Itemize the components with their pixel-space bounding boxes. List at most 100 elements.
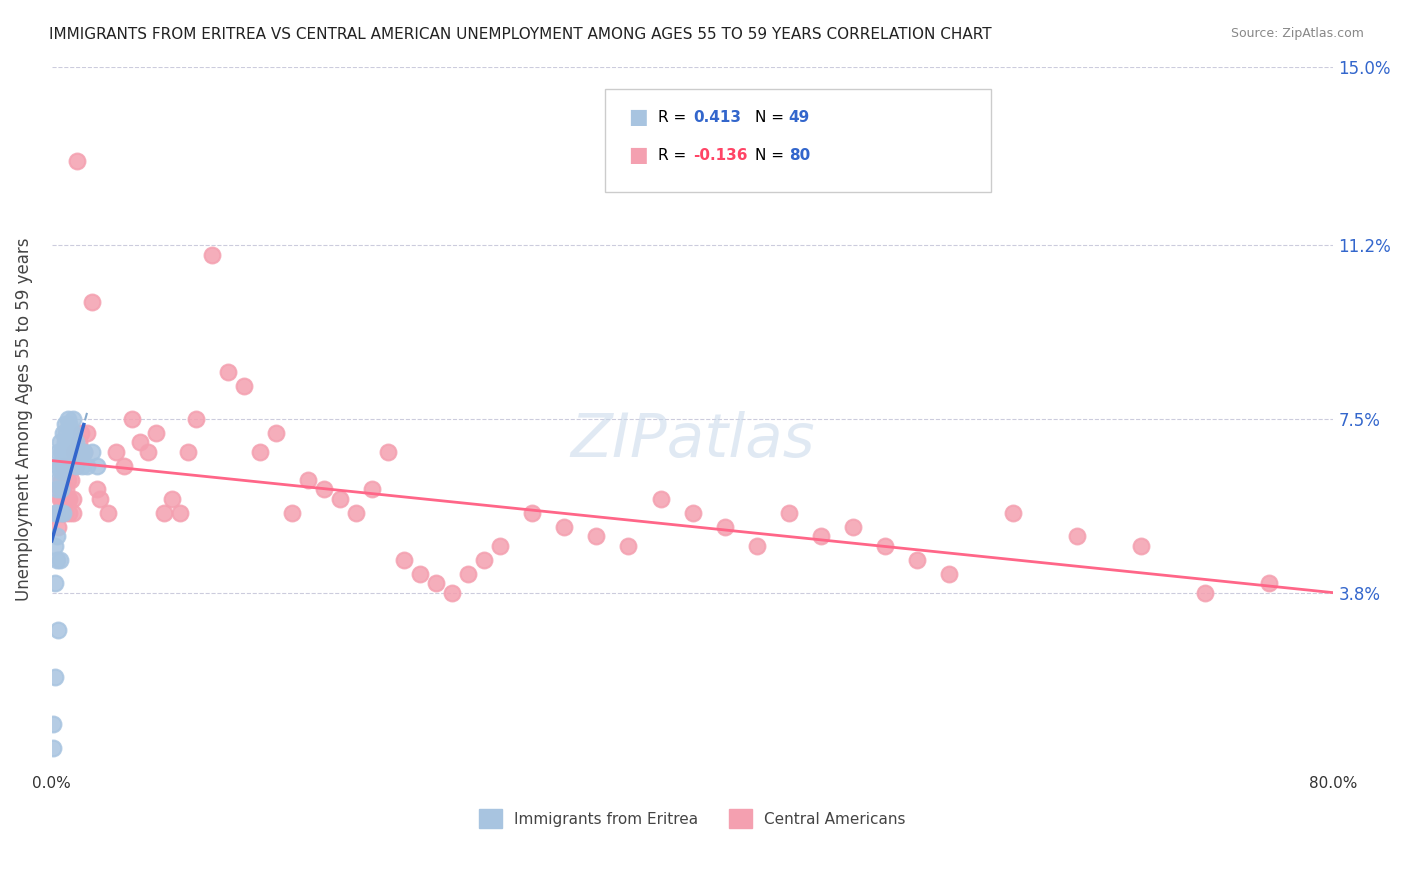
Point — [682, 506, 704, 520]
Point — [76, 426, 98, 441]
Point — [51, 506, 73, 520]
Point — [45, 506, 67, 520]
Point — [49, 435, 72, 450]
Point — [86, 458, 108, 473]
Text: N =: N = — [755, 148, 789, 163]
Point — [136, 445, 159, 459]
Point — [522, 506, 544, 520]
Text: -0.136: -0.136 — [693, 148, 748, 163]
Point — [65, 458, 87, 473]
Y-axis label: Unemployment Among Ages 55 to 59 years: Unemployment Among Ages 55 to 59 years — [15, 237, 32, 600]
Point — [153, 506, 176, 520]
Point — [46, 624, 69, 638]
Point — [49, 483, 72, 497]
Point — [42, 717, 65, 731]
Point — [392, 553, 415, 567]
Point — [169, 506, 191, 520]
Point — [45, 529, 67, 543]
Text: IMMIGRANTS FROM ERITREA VS CENTRAL AMERICAN UNEMPLOYMENT AMONG AGES 55 TO 59 YEA: IMMIGRANTS FROM ERITREA VS CENTRAL AMERI… — [49, 27, 991, 42]
Point — [329, 491, 352, 506]
Point — [617, 539, 640, 553]
Point — [52, 445, 75, 459]
Point — [46, 445, 69, 459]
Point — [53, 491, 76, 506]
Point — [145, 426, 167, 441]
Text: 80: 80 — [789, 148, 810, 163]
Point — [62, 445, 84, 459]
Point — [51, 491, 73, 506]
Point — [44, 506, 66, 520]
Point — [80, 294, 103, 309]
Point — [58, 491, 80, 506]
Point — [650, 491, 672, 506]
Text: Source: ZipAtlas.com: Source: ZipAtlas.com — [1230, 27, 1364, 40]
Point — [49, 553, 72, 567]
Point — [51, 445, 73, 459]
Point — [53, 435, 76, 450]
Point — [1130, 539, 1153, 553]
Point — [97, 506, 120, 520]
Point — [314, 483, 336, 497]
Point — [44, 576, 66, 591]
Point — [52, 506, 75, 520]
Point — [52, 483, 75, 497]
Point — [49, 458, 72, 473]
Point — [73, 445, 96, 459]
Point — [53, 506, 76, 520]
Point — [46, 520, 69, 534]
Point — [65, 435, 87, 450]
Point — [51, 473, 73, 487]
Point — [281, 506, 304, 520]
Point — [45, 506, 67, 520]
Point — [73, 445, 96, 459]
Text: ■: ■ — [628, 107, 648, 127]
Point — [51, 464, 73, 478]
Point — [873, 539, 896, 553]
Point — [86, 483, 108, 497]
Point — [55, 458, 77, 473]
Point — [44, 539, 66, 553]
Point — [52, 464, 75, 478]
Point — [1258, 576, 1281, 591]
Point — [62, 506, 84, 520]
Point — [264, 426, 287, 441]
Text: ZIPatlas: ZIPatlas — [571, 410, 815, 469]
Point — [53, 417, 76, 431]
Point — [905, 553, 928, 567]
Point — [66, 445, 89, 459]
Point — [344, 506, 367, 520]
Point — [55, 426, 77, 441]
Point — [1001, 506, 1024, 520]
Point — [201, 247, 224, 261]
Point — [217, 365, 239, 379]
Point — [377, 445, 399, 459]
Point — [489, 539, 512, 553]
Point — [49, 491, 72, 506]
Point — [52, 426, 75, 441]
Point — [70, 458, 93, 473]
Point — [160, 491, 183, 506]
Point — [842, 520, 865, 534]
Point — [55, 445, 77, 459]
Point — [65, 458, 87, 473]
Point — [76, 458, 98, 473]
Point — [249, 445, 271, 459]
Point — [778, 506, 800, 520]
Point — [112, 458, 135, 473]
Point — [441, 586, 464, 600]
Point — [67, 435, 90, 450]
Point — [59, 426, 82, 441]
Point — [56, 412, 79, 426]
Point — [56, 491, 79, 506]
Point — [361, 483, 384, 497]
Legend: Immigrants from Eritrea, Central Americans: Immigrants from Eritrea, Central America… — [474, 804, 912, 834]
Point — [51, 506, 73, 520]
Point — [59, 473, 82, 487]
Point — [51, 483, 73, 497]
Point — [233, 379, 256, 393]
Point — [62, 491, 84, 506]
Point — [44, 670, 66, 684]
Point — [177, 445, 200, 459]
Point — [1066, 529, 1088, 543]
Point — [553, 520, 575, 534]
